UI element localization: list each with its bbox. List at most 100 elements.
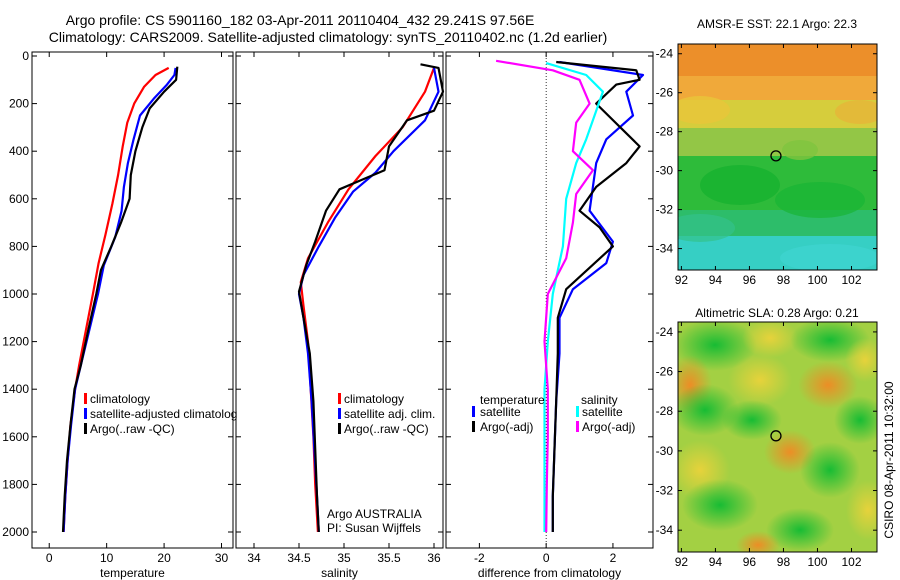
legend-swatch-sal-argo xyxy=(576,421,579,432)
x-tick-label: 102 xyxy=(841,555,861,569)
y-tick-label: -32 xyxy=(656,203,674,217)
y-tick-label: 1800 xyxy=(2,477,29,491)
y-tick-label: 1200 xyxy=(2,335,29,349)
x-tick-label: 96 xyxy=(743,273,757,287)
y-tick-label: 1600 xyxy=(2,430,29,444)
series-line-salinity-argo-adj- xyxy=(495,59,595,533)
x-tick-label: 98 xyxy=(777,555,791,569)
y-tick-label: 400 xyxy=(9,144,29,158)
x-axis-label: temperature xyxy=(100,566,165,580)
sst-map-frame xyxy=(677,43,878,271)
x-tick-label: 94 xyxy=(709,555,723,569)
legend-title-salinity: salinity xyxy=(581,393,618,407)
y-tick-label: 600 xyxy=(9,192,29,206)
x-tick-label: 92 xyxy=(675,273,689,287)
temperature-axes: 0 10 20 30 temperature 0 200 400 600 800 1000 1200 1… xyxy=(2,49,234,580)
y-tick-label: -24 xyxy=(656,325,674,339)
legend-swatch-argo xyxy=(338,423,341,434)
x-tick-label: 92 xyxy=(675,555,689,569)
legend-label-climatology: climatology xyxy=(344,392,404,406)
x-tick-label: 94 xyxy=(709,273,723,287)
sla-map-frame xyxy=(677,321,878,553)
legend-label-satellite: satellite-adjusted climatolog xyxy=(90,407,237,421)
legend-swatch-temp-argo xyxy=(472,421,475,432)
temperature-legend: climatology satellite-adjusted climatolo… xyxy=(84,392,237,436)
y-tick-label: -28 xyxy=(656,125,674,139)
legend-label-temp-argo: Argo(-adj) xyxy=(480,420,533,434)
sst-map-axes: 92 94 96 98 100 102 -24 -26 -28 -30 -32 -34 xyxy=(656,44,877,287)
x-tick-label: 30 xyxy=(215,551,229,565)
y-tick-label: 2000 xyxy=(2,525,29,539)
x-tick-label: 0 xyxy=(46,551,53,565)
y-tick-label: -30 xyxy=(656,444,674,458)
legend-label-argo: Argo(..raw -QC) xyxy=(344,422,429,436)
y-tick-label: -26 xyxy=(656,86,674,100)
series-line-temperature-argo-adj- xyxy=(551,60,641,532)
credit-line-2: PI: Susan Wijffels xyxy=(327,521,421,535)
y-tick-label: 1400 xyxy=(2,382,29,396)
series-line-argo-raw-qc- xyxy=(61,66,179,533)
y-tick-label: 200 xyxy=(9,97,29,111)
sla-map-title: Altimetric SLA: 0.28 Argo: 0.21 xyxy=(695,306,859,320)
legend-swatch-sal-satellite xyxy=(576,406,579,417)
x-tick-label: 34.5 xyxy=(287,551,311,565)
series-line-satellite-adj-clim- xyxy=(297,67,440,533)
sla-heatmap xyxy=(678,322,877,552)
sla-map-axes: 92 94 96 98 100 102 -24 -26 -28 -30 -32 -34 xyxy=(656,322,877,569)
figure-title-line-2: Climatology: CARS2009. Satellite-adjuste… xyxy=(49,29,607,45)
y-tick-label: 800 xyxy=(9,239,29,253)
sst-map-title: AMSR-E SST: 22.1 Argo: 22.3 xyxy=(697,17,857,31)
x-tick-label: 98 xyxy=(777,273,791,287)
legend-title-temperature: temperature xyxy=(480,393,545,407)
x-tick-label: 10 xyxy=(100,551,114,565)
legend-label-argo: Argo(..raw -QC) xyxy=(90,422,175,436)
legend-label-sal-argo: Argo(-adj) xyxy=(582,420,635,434)
axes-frame xyxy=(235,51,444,549)
salinity-legend: climatology satellite adj. clim. Argo(..… xyxy=(338,392,435,436)
figure-title-line-1: Argo profile: CS 5901160_182 03-Apr-2011… xyxy=(66,12,535,28)
y-tick-label: -32 xyxy=(656,484,674,498)
legend-swatch-climatology xyxy=(338,393,341,404)
y-tick-label: -30 xyxy=(656,164,674,178)
y-tick-label: -26 xyxy=(656,365,674,379)
y-tick-label: 0 xyxy=(22,49,29,63)
series-line-salinity-satellite xyxy=(543,62,605,532)
legend-swatch-satellite xyxy=(338,408,341,419)
sst-heatmap xyxy=(678,44,877,270)
legend-label-sal-satellite: satellite xyxy=(582,405,623,419)
salinity-axes: 34 34.5 35 35.5 36 salinity xyxy=(235,51,445,580)
series-line-argo-raw-qc- xyxy=(297,63,445,533)
y-tick-label: 1000 xyxy=(2,287,29,301)
argo-location-marker xyxy=(770,150,782,162)
axes-frame xyxy=(445,51,654,549)
x-axis-label: difference from climatology xyxy=(478,566,621,580)
axes-frame xyxy=(31,51,234,549)
legend-swatch-argo xyxy=(84,423,87,434)
y-tick-label: -34 xyxy=(656,242,674,256)
x-tick-label: 100 xyxy=(807,555,827,569)
legend-swatch-temp-satellite xyxy=(472,406,475,417)
difference-legend: temperature satellite Argo(-adj) salinit… xyxy=(472,393,635,434)
x-tick-label: 102 xyxy=(841,273,861,287)
y-tick-label: -24 xyxy=(656,47,674,61)
x-tick-label: 35.5 xyxy=(377,551,401,565)
y-tick-label: -34 xyxy=(656,523,674,537)
x-tick-label: 34 xyxy=(247,551,261,565)
series-line-temperature-satellite xyxy=(551,60,645,532)
x-tick-label: 100 xyxy=(807,273,827,287)
x-tick-label: -2 xyxy=(474,551,485,565)
series-line-satellite-adjusted-climatology xyxy=(62,67,177,533)
legend-swatch-satellite xyxy=(84,408,87,419)
x-tick-label: 36 xyxy=(427,551,441,565)
legend-label-climatology: climatology xyxy=(90,392,150,406)
x-tick-label: 0 xyxy=(543,551,550,565)
x-tick-label: 96 xyxy=(743,555,757,569)
x-tick-label: 20 xyxy=(157,551,171,565)
x-tick-label: 2 xyxy=(610,551,617,565)
legend-label-temp-satellite: satellite xyxy=(480,405,521,419)
y-tick-label: -28 xyxy=(656,404,674,418)
legend-label-satellite: satellite adj. clim. xyxy=(344,407,435,421)
credit-line-1: Argo AUSTRALIA xyxy=(327,507,422,521)
